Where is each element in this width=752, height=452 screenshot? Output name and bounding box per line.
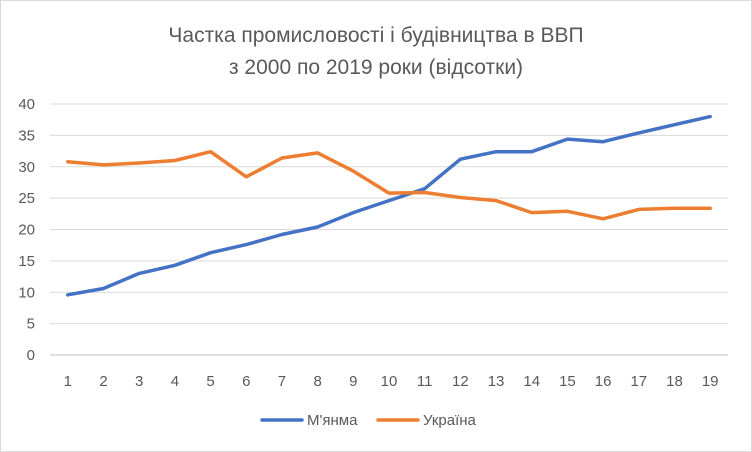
chart-title-line-1: Частка промисловості і будівництва в ВВП (168, 24, 584, 47)
y-tick-label: 35 (18, 127, 35, 144)
x-tick-label: 1 (64, 373, 72, 390)
series-line-1 (66, 114, 712, 297)
x-tick-label: 18 (666, 373, 683, 390)
x-tick-label: 6 (242, 373, 250, 390)
x-tick-label: 5 (206, 373, 214, 390)
y-tick-label: 0 (27, 347, 35, 364)
legend-label-1: М'янма (307, 412, 358, 429)
x-tick-label: 17 (630, 373, 647, 390)
y-tick-label: 15 (18, 253, 35, 270)
x-tick-label: 15 (559, 373, 576, 390)
y-tick-label: 30 (18, 159, 35, 176)
x-tick-label: 16 (595, 373, 612, 390)
y-tick-label: 10 (18, 284, 35, 301)
x-tick-label: 10 (381, 373, 398, 390)
x-tick-label: 12 (452, 373, 469, 390)
legend-label-2: Україна (423, 412, 477, 429)
x-tick-label: 7 (278, 373, 286, 390)
x-tick-label: 11 (417, 373, 433, 390)
x-tick-label: 3 (135, 373, 143, 390)
x-tick-label: 14 (523, 373, 540, 390)
x-tick-label: 19 (702, 373, 719, 390)
y-tick-label: 40 (18, 96, 35, 113)
chart-title: Частка промисловості і будівництва в ВВП… (0, 20, 752, 84)
x-tick-label: 9 (349, 373, 357, 390)
chart-title-line-2: з 2000 по 2019 роки (відсотки) (228, 56, 524, 79)
x-tick-label: 8 (313, 373, 321, 390)
y-tick-label: 5 (27, 316, 35, 333)
y-tick-label: 25 (18, 190, 35, 207)
x-tick-label: 2 (99, 373, 107, 390)
x-tick-label: 4 (171, 373, 179, 390)
y-tick-label: 20 (18, 222, 35, 239)
series-line-2 (66, 149, 712, 221)
x-tick-label: 13 (488, 373, 505, 390)
